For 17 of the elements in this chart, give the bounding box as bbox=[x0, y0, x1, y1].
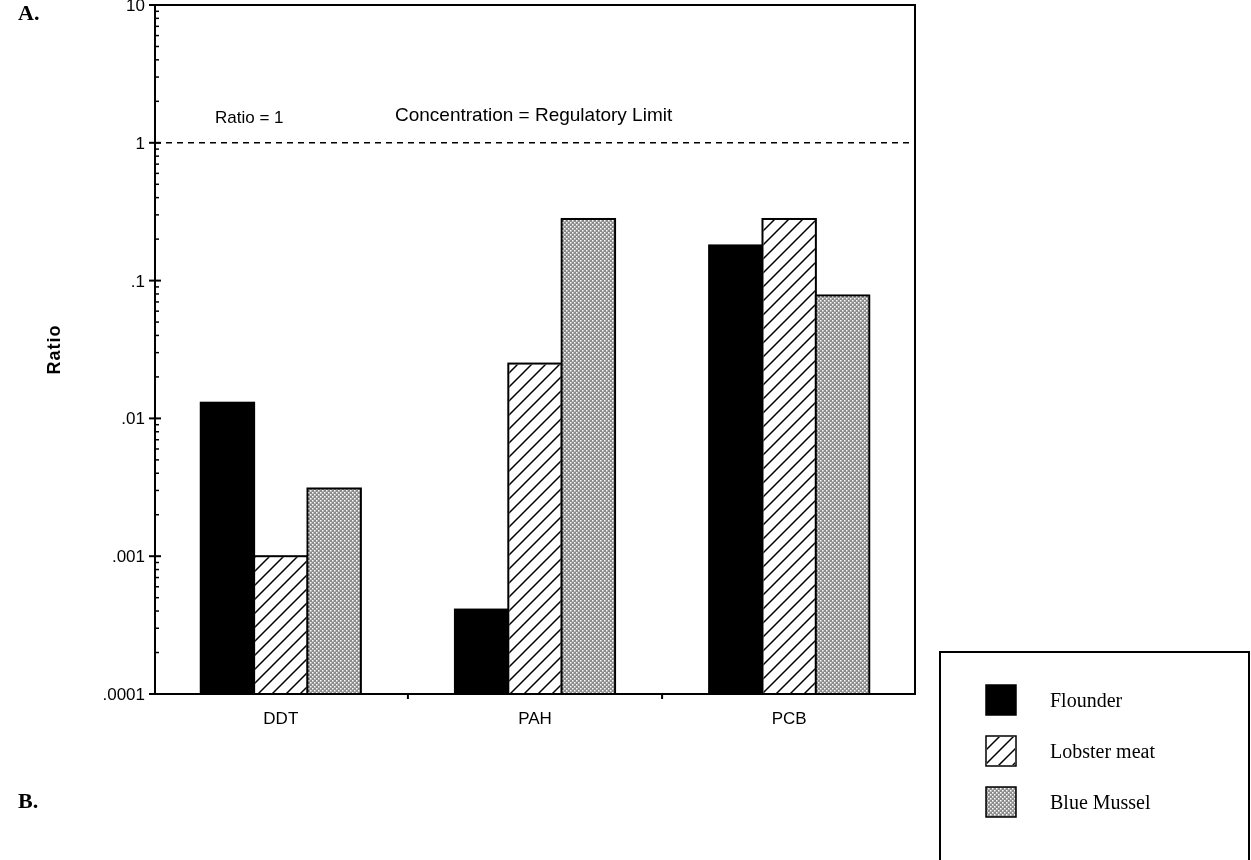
legend-label: Lobster meat bbox=[1050, 740, 1156, 762]
legend-label: Flounder bbox=[1050, 689, 1123, 711]
text: A. bbox=[18, 0, 40, 25]
y-axis-title: Ratio bbox=[44, 324, 64, 375]
legend-label: Blue Mussel bbox=[1050, 791, 1151, 813]
y-tick-label: .001 bbox=[111, 547, 145, 567]
y-tick-label: 1 bbox=[135, 133, 145, 153]
x-tick-label: DDT bbox=[263, 709, 299, 728]
text: B. bbox=[18, 788, 39, 813]
y-tick-label: .01 bbox=[121, 409, 145, 429]
y-tick-label: 10 bbox=[126, 0, 145, 15]
x-tick-label: PCB bbox=[771, 709, 807, 728]
y-tick-label: .1 bbox=[130, 271, 145, 291]
y-tick-label: .0001 bbox=[102, 684, 145, 704]
ref-line-label: Ratio = 1 bbox=[215, 107, 284, 127]
annotation: Concentration = Regulatory Limit bbox=[395, 103, 673, 125]
x-tick-label: PAH bbox=[518, 709, 552, 728]
